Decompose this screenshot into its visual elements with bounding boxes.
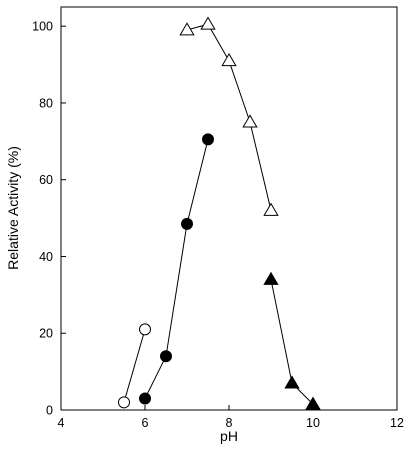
x-tick-label: 10 — [306, 416, 320, 430]
series-line — [123, 329, 146, 403]
x-tick-label: 12 — [390, 416, 404, 430]
ticks-layer: 4 6 8 10 12 0 20 40 60 80 100 — [32, 20, 404, 430]
data-point — [263, 202, 279, 216]
data-point — [305, 396, 321, 410]
x-tick-label: 8 — [226, 416, 233, 430]
data-point — [181, 217, 193, 230]
x-tick-label: 6 — [142, 416, 149, 430]
y-axis-title: Relative Activity (%) — [5, 146, 21, 270]
data-point — [221, 52, 237, 67]
y-tick-label: 0 — [46, 404, 53, 418]
y-tick-label: 40 — [39, 250, 53, 264]
x-tick-label: 4 — [58, 416, 65, 430]
y-tick-label: 20 — [39, 327, 53, 341]
data-point — [200, 16, 216, 30]
series-open-triangle — [179, 16, 279, 216]
data-point — [118, 396, 130, 409]
series-line — [144, 139, 209, 399]
x-axis-title: pH — [220, 428, 238, 444]
series-open-circle — [118, 323, 151, 409]
series-filled-triangle — [263, 271, 321, 410]
y-tick-label: 80 — [39, 96, 53, 110]
data-point — [242, 114, 258, 128]
series-filled-circle — [139, 133, 214, 405]
data-point — [139, 323, 151, 336]
data-point — [263, 271, 279, 285]
data-point — [139, 392, 151, 405]
data-point — [284, 375, 300, 389]
series-layer — [118, 16, 321, 410]
data-point — [160, 350, 172, 363]
series-line — [186, 23, 272, 211]
data-point — [179, 22, 195, 36]
data-point — [202, 133, 214, 146]
y-tick-label: 60 — [39, 173, 53, 187]
plot-frame — [60, 6, 398, 411]
y-tick-label: 100 — [32, 20, 53, 34]
